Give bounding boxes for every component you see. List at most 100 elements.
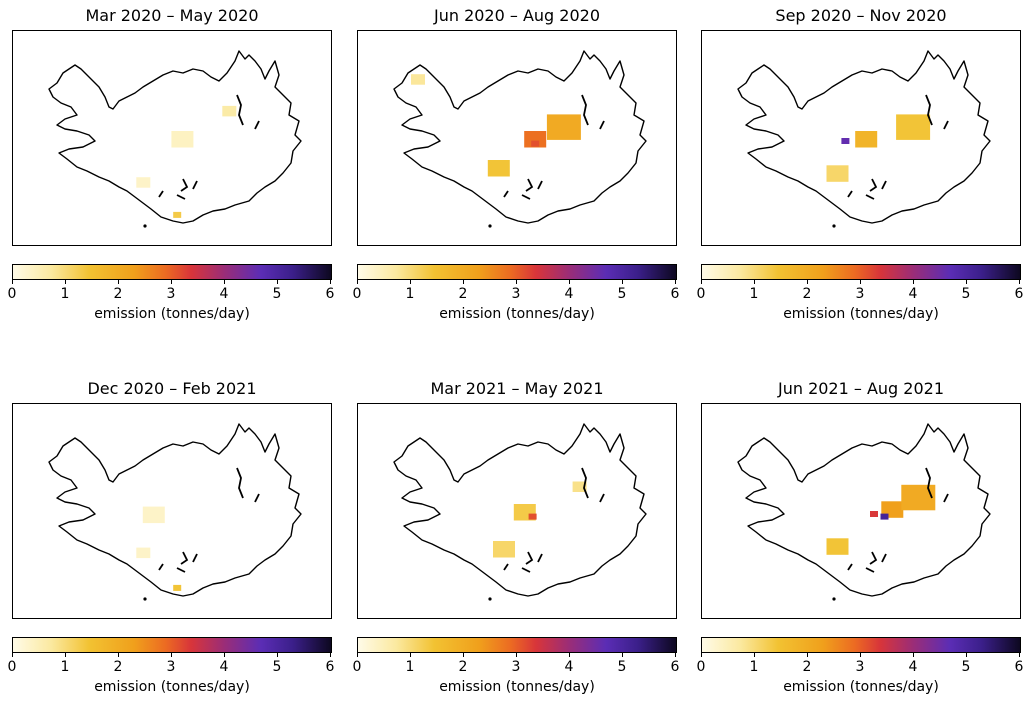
colorbar-tick bbox=[807, 652, 808, 657]
colorbar-tick bbox=[330, 652, 331, 657]
inland-feature bbox=[176, 567, 186, 573]
inland-feature bbox=[599, 493, 605, 503]
colorbar-tick bbox=[410, 279, 411, 284]
colorbar-tick-label: 2 bbox=[802, 286, 812, 302]
colorbar bbox=[701, 264, 1021, 280]
emission-cell bbox=[870, 511, 878, 517]
colorbar-tick bbox=[357, 652, 358, 657]
colorbar-tick-label: 6 bbox=[1014, 286, 1024, 302]
colorbar-tick-label: 2 bbox=[113, 286, 123, 302]
emission-layer bbox=[826, 114, 931, 182]
panel-title: Sep 2020 – Nov 2020 bbox=[775, 6, 947, 25]
colorbar-tick-label: 0 bbox=[7, 659, 17, 675]
colorbar bbox=[12, 264, 332, 280]
colorbar-tick bbox=[410, 652, 411, 657]
colorbar-label: emission (tonnes/day) bbox=[94, 679, 250, 695]
colorbar-tick-label: 3 bbox=[511, 286, 521, 302]
emission-cell bbox=[572, 481, 587, 492]
emission-cell bbox=[136, 547, 151, 559]
land-fill bbox=[738, 424, 990, 596]
panel-5: Mar 2021 – May 2021 0 1 2 3 4 5 6 emissi… bbox=[353, 373, 680, 713]
inland-feature bbox=[525, 178, 534, 192]
colorbar-tick bbox=[118, 279, 119, 284]
colorbar-tick-label: 5 bbox=[272, 286, 282, 302]
colorbar bbox=[701, 637, 1021, 653]
colorbar-tick bbox=[860, 652, 861, 657]
map-svg bbox=[393, 50, 647, 228]
island-dot bbox=[832, 597, 836, 601]
colorbar-tick-label: 4 bbox=[908, 659, 918, 675]
emission-cell bbox=[222, 105, 237, 117]
colorbar-tick-label: 5 bbox=[961, 286, 971, 302]
coastline bbox=[393, 423, 647, 597]
emission-cell bbox=[173, 584, 182, 591]
emission-layer bbox=[493, 481, 587, 558]
emission-cell bbox=[173, 211, 182, 218]
emission-layer bbox=[411, 74, 581, 177]
colorbar-tick-label: 5 bbox=[272, 659, 282, 675]
colorbar-tick bbox=[277, 652, 278, 657]
emission-cell bbox=[524, 131, 547, 148]
emission-layer bbox=[136, 506, 182, 591]
inland-feature bbox=[192, 180, 198, 190]
colorbar-tick bbox=[860, 279, 861, 284]
colorbar-tick-label: 0 bbox=[696, 286, 706, 302]
map-frame bbox=[12, 30, 332, 246]
colorbar-tick-label: 2 bbox=[458, 286, 468, 302]
panel-1: Mar 2020 – May 2020 0 1 2 3 4 5 6 emissi… bbox=[8, 0, 335, 340]
colorbar-tick bbox=[754, 279, 755, 284]
colorbar-tick bbox=[675, 652, 676, 657]
colorbar-tick bbox=[463, 279, 464, 284]
inland-feature bbox=[865, 567, 875, 573]
emission-cell bbox=[487, 160, 510, 177]
map-svg bbox=[737, 50, 991, 228]
island-dot bbox=[488, 224, 492, 228]
inland-feature bbox=[943, 120, 949, 130]
inland-feature bbox=[236, 94, 244, 126]
colorbar-tick-label: 1 bbox=[60, 286, 70, 302]
coastline bbox=[737, 50, 991, 224]
colorbar-tick bbox=[622, 279, 623, 284]
colorbar-tick bbox=[118, 652, 119, 657]
colorbar-tick bbox=[330, 279, 331, 284]
colorbar-tick-label: 0 bbox=[696, 659, 706, 675]
panel-title: Mar 2020 – May 2020 bbox=[85, 6, 259, 25]
colorbar-tick bbox=[65, 652, 66, 657]
panel-title: Mar 2021 – May 2021 bbox=[430, 379, 604, 398]
emission-cell bbox=[531, 140, 540, 147]
emission-cell bbox=[142, 506, 165, 524]
colorbar-tick-label: 1 bbox=[405, 659, 415, 675]
colorbar-tick-label: 0 bbox=[352, 286, 362, 302]
colorbar-tick bbox=[966, 279, 967, 284]
colorbar-tick-label: 3 bbox=[511, 659, 521, 675]
inland-feature bbox=[236, 467, 244, 499]
emission-cell bbox=[528, 513, 537, 520]
island-dot bbox=[143, 224, 147, 228]
colorbar-label: emission (tonnes/day) bbox=[94, 306, 250, 322]
map-frame bbox=[357, 403, 677, 619]
inland-feature bbox=[180, 178, 189, 192]
emission-cell bbox=[411, 74, 425, 85]
colorbar-tick-label: 2 bbox=[458, 659, 468, 675]
emission-cell bbox=[826, 165, 849, 182]
map-frame bbox=[701, 403, 1021, 619]
coastline bbox=[737, 423, 991, 597]
colorbar-tick-label: 5 bbox=[617, 286, 627, 302]
inland-feature bbox=[925, 467, 933, 499]
island-dot bbox=[832, 224, 836, 228]
panel-3: Sep 2020 – Nov 2020 0 1 2 3 4 5 6 emissi… bbox=[697, 0, 1024, 340]
colorbar-label: emission (tonnes/day) bbox=[783, 306, 939, 322]
colorbar-tick bbox=[622, 652, 623, 657]
emission-cell bbox=[826, 538, 849, 555]
emission-cell bbox=[493, 541, 515, 558]
emission-cell bbox=[896, 114, 931, 140]
colorbar-label: emission (tonnes/day) bbox=[439, 306, 595, 322]
colorbar-tick-label: 4 bbox=[219, 286, 229, 302]
emission-cell bbox=[855, 131, 878, 148]
map-svg bbox=[393, 423, 647, 601]
inland-feature bbox=[925, 94, 933, 126]
inland-feature bbox=[192, 553, 198, 563]
colorbar-tick-label: 1 bbox=[405, 286, 415, 302]
emission-cell bbox=[901, 484, 936, 511]
colorbar-tick bbox=[357, 279, 358, 284]
